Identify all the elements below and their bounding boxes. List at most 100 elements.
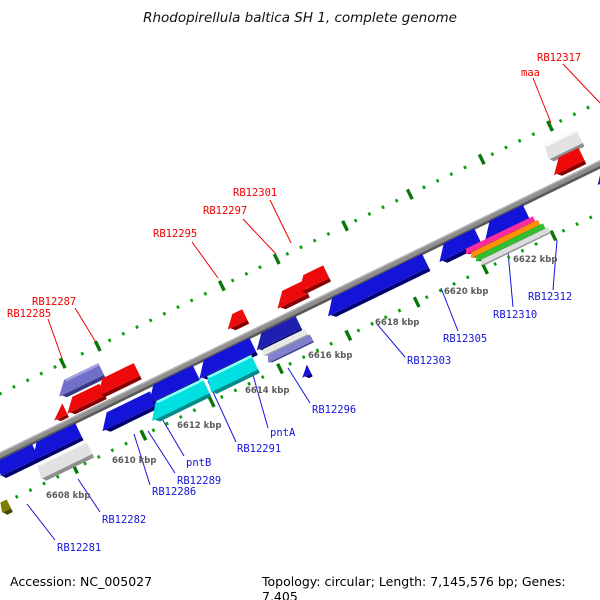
- gene-blue-1[interactable]: [0, 444, 39, 477]
- gene-cyan-pntB[interactable]: [152, 378, 210, 421]
- feature-dot-tick: [176, 305, 180, 310]
- gene-silver-stripe[interactable]: [481, 227, 551, 266]
- feature-dot-tick: [449, 172, 454, 177]
- gene-red-a[interactable]: [67, 383, 106, 414]
- gene-red-d-shade: [280, 293, 310, 310]
- gene-orange-stripe[interactable]: [470, 219, 541, 258]
- gene-red-tri-shade: [56, 414, 69, 422]
- gene-navy-1[interactable]: [256, 316, 302, 351]
- gene-label-maa[interactable]: maa: [521, 67, 540, 79]
- feature-big-tick[interactable]: [58, 357, 67, 369]
- gene-blue-9[interactable]: [597, 159, 600, 186]
- gene-label-RB12289[interactable]: RB12289: [177, 475, 221, 487]
- gene-red-tri[interactable]: [54, 403, 68, 421]
- feature-dot-tick: [258, 265, 262, 270]
- leader-line: [552, 239, 558, 291]
- accession-text: Accession: NC_005027: [10, 574, 153, 589]
- gene-label-RB12317[interactable]: RB12317: [537, 52, 581, 64]
- feature-dot-tick: [561, 228, 566, 233]
- gene-white-stripe[interactable]: [262, 328, 308, 356]
- position-label: 6614 kbp: [245, 386, 289, 396]
- gene-label-RB12291[interactable]: RB12291: [237, 443, 281, 455]
- feature-big-tick[interactable]: [549, 229, 558, 242]
- gene-label-RB12303[interactable]: RB12303: [407, 355, 451, 367]
- gene-label-RB12286[interactable]: RB12286: [152, 486, 196, 498]
- gene-label-RB12287[interactable]: RB12287: [32, 296, 76, 308]
- gene-blue-tiny[interactable]: [302, 364, 312, 378]
- gene-olive-1-shade: [3, 508, 13, 515]
- gene-label-RB12281[interactable]: RB12281: [57, 542, 101, 554]
- gene-olive-1[interactable]: [0, 499, 12, 513]
- gene-label-RB12297[interactable]: RB12297: [203, 205, 247, 217]
- gene-orange-stripe-shade: [471, 224, 541, 258]
- feature-big-tick[interactable]: [341, 220, 349, 232]
- leader-line: [562, 63, 600, 104]
- feature-big-tick[interactable]: [412, 296, 421, 308]
- gene-blue-2[interactable]: [32, 423, 82, 461]
- gene-purple-1[interactable]: [59, 363, 104, 397]
- feature-dot-tick: [299, 245, 303, 250]
- feature-dot-tick: [312, 238, 317, 243]
- status-bar: Accession: NC_005027 Topology: circular;…: [0, 571, 600, 600]
- gene-label-RB12305[interactable]: RB12305: [443, 333, 487, 345]
- gene-red-b[interactable]: [97, 363, 140, 397]
- gene-blue-6[interactable]: [328, 253, 429, 317]
- gene-cyan-pntA[interactable]: [207, 354, 259, 393]
- feature-dot-tick: [367, 212, 372, 216]
- gene-label-RB12310[interactable]: RB12310: [493, 309, 537, 321]
- feature-dot-tick: [53, 365, 57, 369]
- feature-big-tick[interactable]: [139, 429, 148, 441]
- feature-dot-tick: [0, 391, 3, 396]
- gene-label-RB12282[interactable]: RB12282: [102, 514, 146, 526]
- feature-dot-tick: [383, 315, 388, 320]
- gene-red-c-shade: [230, 320, 250, 331]
- feature-big-tick[interactable]: [217, 280, 226, 292]
- feature-big-tick[interactable]: [93, 340, 102, 352]
- feature-big-tick[interactable]: [276, 363, 284, 375]
- feature-big-tick[interactable]: [481, 263, 489, 275]
- leader-line: [47, 318, 64, 362]
- gene-blue-3-shade: [105, 404, 159, 432]
- gene-blue-5[interactable]: [199, 337, 256, 379]
- feature-big-tick[interactable]: [477, 153, 486, 165]
- gene-blue-4[interactable]: [149, 365, 200, 404]
- feature-dot-tick: [162, 311, 167, 316]
- gene-label-pntA[interactable]: pntA: [270, 427, 296, 439]
- feature-dot-tick: [326, 231, 331, 236]
- gene-label-RB12296[interactable]: RB12296: [312, 404, 356, 416]
- gene-green-stripe[interactable]: [475, 223, 546, 262]
- gene-red-c[interactable]: [227, 309, 248, 330]
- feature-big-tick[interactable]: [546, 120, 554, 132]
- feature-big-tick[interactable]: [272, 253, 281, 265]
- feature-dot-tick: [534, 242, 538, 246]
- gene-purple-1-shade: [61, 374, 106, 398]
- gene-gray-below-highlight: [37, 440, 87, 466]
- gene-white-stripe-shade: [263, 334, 309, 356]
- feature-dot-tick: [381, 205, 385, 210]
- gene-slate-stripe[interactable]: [267, 334, 314, 363]
- gene-blue-3[interactable]: [102, 391, 157, 432]
- feature-big-tick[interactable]: [405, 188, 414, 200]
- leader-line: [133, 433, 151, 486]
- gene-red-e[interactable]: [298, 265, 330, 293]
- feature-dot-tick: [285, 251, 290, 256]
- leader-line: [74, 307, 98, 345]
- gene-label-RB12295[interactable]: RB12295: [153, 228, 197, 240]
- gene-label-RB12301[interactable]: RB12301: [233, 187, 277, 199]
- feature-big-tick[interactable]: [207, 396, 216, 408]
- gene-label-pntB[interactable]: pntB: [186, 457, 211, 469]
- gene-pink-stripe[interactable]: [465, 216, 535, 255]
- gene-gray-top[interactable]: [544, 129, 583, 160]
- feature-dot-tick: [465, 275, 470, 280]
- genome-backbone-shadow: [0, 165, 600, 461]
- gene-label-RB12285[interactable]: RB12285: [7, 308, 51, 320]
- gene-label-RB12312[interactable]: RB12312: [528, 291, 572, 303]
- gene-gray-below[interactable]: [37, 440, 93, 479]
- leader-line: [507, 251, 514, 308]
- feature-big-tick[interactable]: [344, 329, 353, 342]
- gene-red-f[interactable]: [554, 147, 585, 176]
- leader-line: [440, 287, 459, 332]
- gene-blue-7[interactable]: [439, 228, 481, 263]
- gene-blue-8[interactable]: [485, 204, 530, 240]
